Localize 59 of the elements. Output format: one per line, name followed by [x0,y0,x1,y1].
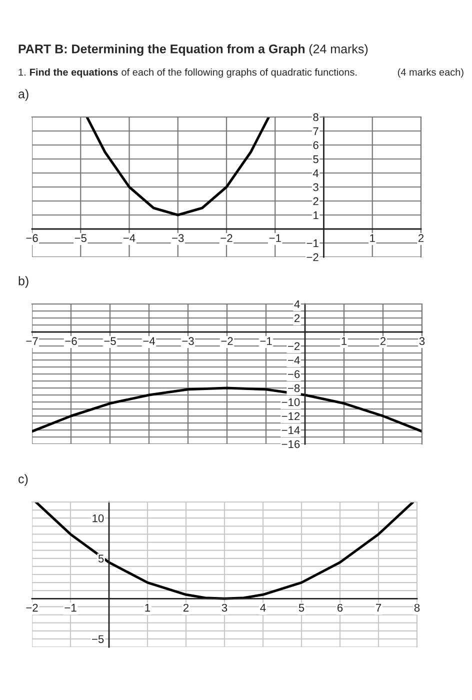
text: 1. [18,68,26,76]
x-tick-label: 8 [414,604,420,612]
y-tick-label: 5 [313,155,318,164]
y-tick-label: −2 [306,253,318,262]
x-tick-label: 1 [145,604,150,612]
y-tick-label: 10 [92,514,104,522]
y-tick-label: −4 [288,356,300,364]
x-tick-label: −1 [64,604,76,612]
y-tick-label: 5 [98,554,104,563]
x-tick-label: 7 [376,604,382,612]
y-tick-label: 4 [312,169,319,178]
y-tick-label: −16 [282,440,300,448]
x-tick-label: −2 [26,604,38,612]
y-tick-label: 2 [294,314,300,322]
x-tick-label: −5 [104,337,116,346]
x-tick-label: −3 [182,337,194,346]
y-tick-label: −8 [288,384,300,392]
x-tick-label: 3 [419,337,425,346]
text: PART B: Determining the Equation from a Graph [18,44,305,56]
x-tick-label: 2 [418,234,424,242]
x-tick-label: −6 [65,337,77,346]
y-tick-label: −12 [282,412,300,420]
chart-title: b) [18,276,28,288]
x-tick-label: −5 [74,234,86,242]
y-tick-label: 2 [313,197,318,206]
y-tick-label: 6 [313,141,318,150]
x-tick-label: 1 [342,337,347,345]
y-tick-label: −10 [282,398,300,406]
chart-title: a) [18,89,28,101]
y-tick-label: −5 [92,635,104,644]
x-tick-label: −4 [123,234,136,242]
x-tick-label: −4 [143,337,156,345]
x-tick-label: −2 [220,234,232,242]
y-tick-label: 1 [314,211,318,220]
y-tick-label: −6 [288,370,300,378]
x-tick-label: 2 [380,337,386,345]
line-series [86,117,270,216]
x-tick-label: −1 [260,337,272,345]
x-tick-label: −6 [26,234,38,242]
y-tick-label: −14 [282,426,300,434]
x-tick-label: 6 [337,604,343,612]
y-tick-label: 3 [313,183,318,192]
x-tick-label: 1 [370,234,375,242]
text: of each of the following graphs of quadratic functions. [122,68,357,78]
text: (24 marks) [309,44,368,56]
y-tick-label: 8 [313,113,318,122]
text: Find the equations [30,68,118,78]
x-tick-label: −1 [269,234,281,242]
x-tick-label: 4 [260,604,266,612]
chart-title: c) [18,474,28,486]
line-series [34,502,414,600]
x-tick-label: −7 [26,337,38,345]
x-tick-label: −2 [221,337,233,345]
y-tick-label: 4 [294,300,300,308]
text: (4 marks each) [398,68,464,78]
x-tick-label: 3 [222,604,228,612]
y-tick-label: 7 [313,127,318,136]
x-tick-label: −3 [172,234,184,242]
x-tick-label: 2 [183,604,189,612]
